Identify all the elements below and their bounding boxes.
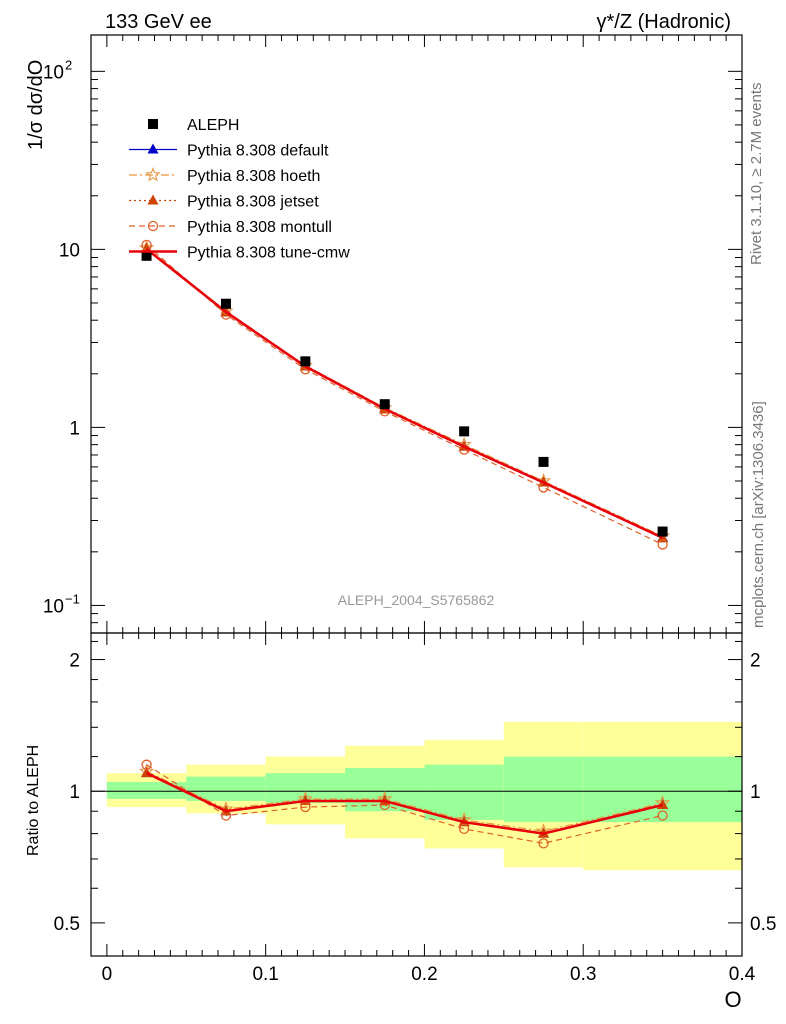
main-y-tick-exponent: 2 — [65, 57, 72, 72]
legend-marker-series-2 — [147, 194, 159, 205]
main-curve-series-1 — [146, 247, 663, 537]
ratio-y-tick-label-right: 1 — [750, 782, 761, 803]
data-point-0 — [141, 250, 152, 261]
ratio-y-tick-label-right: 0.5 — [750, 914, 776, 935]
x-tick-label: 0.2 — [411, 964, 437, 985]
ratio-marker-series-3-4 — [458, 823, 470, 835]
aleph-data-points — [141, 250, 668, 537]
data-point-2 — [300, 356, 311, 367]
ratio-y-tick-label-left: 1 — [69, 782, 80, 803]
ratio-y-axis-ticks: 0.5 0.5 1 1 2 2 — [54, 640, 776, 935]
ratio-y-tick-label-left: 0.5 — [54, 914, 80, 935]
ratio-curve-series-3 — [146, 764, 663, 844]
data-point-5 — [538, 456, 549, 467]
x-axis-title: O — [724, 987, 741, 1012]
legend-label-series-0: Pythia 8.308 default — [187, 143, 329, 160]
main-marker-series-3-6 — [657, 539, 668, 550]
main-curve-series-4 — [145, 247, 664, 539]
ratio-band-inner-6 — [583, 756, 742, 823]
legend-marker-series-0 — [147, 143, 159, 154]
process-label: γ*/Z (Hadronic) — [597, 11, 731, 33]
main-mc-curves — [138, 239, 671, 550]
ratio-y-tick-label-right: 2 — [750, 651, 761, 672]
main-curve-series-0 — [146, 248, 663, 539]
legend: ALEPH Pythia 8.308 default Pythia 8.308 ho… — [129, 117, 350, 262]
x-axis-ticks: 0 0.1 0.2 0.3 0.4 — [102, 35, 756, 985]
ratio-marker-series-3-0 — [141, 759, 152, 770]
mcplots-label: mcplots.cern.ch [arXiv:1306.3436] — [750, 401, 767, 628]
x-tick-label: 0.1 — [252, 964, 278, 985]
ratio-band-inner-5 — [503, 756, 584, 823]
ratio-curve-series-4 — [146, 771, 663, 835]
ratio-y-axis-title: Ratio to ALEPH — [25, 745, 42, 856]
main-y-tick-label: 10 — [43, 62, 64, 83]
ratio-band-inner-0 — [106, 781, 187, 799]
ratio-mc-curves — [138, 759, 671, 849]
legend-label-series-2: Pythia 8.308 jetset — [187, 194, 319, 211]
main-y-tick-exponent: −1 — [65, 591, 80, 606]
x-tick-label: 0.4 — [729, 964, 756, 985]
data-point-1 — [220, 298, 231, 309]
ratio-plot-frame — [90, 632, 743, 957]
data-point-3 — [379, 399, 390, 410]
rivet-label: Rivet 3.1.10, ≥ 2.7M events — [748, 83, 765, 266]
ratio-y-tick-label-left: 2 — [69, 651, 80, 672]
main-y-tick-label: 10 — [43, 596, 64, 617]
ratio-marker-series-3-6 — [657, 810, 668, 821]
main-y-tick-label: 10 — [59, 240, 80, 261]
x-tick-label: 0.3 — [570, 964, 596, 985]
main-y-tick-label: 1 — [69, 418, 80, 439]
main-curve-series-3 — [146, 244, 663, 546]
energy-label: 133 GeV ee — [105, 11, 212, 33]
ratio-marker-series-3-5 — [538, 838, 549, 849]
ratio-band-inner-1 — [186, 776, 266, 801]
legend-marker-series-1 — [145, 166, 161, 182]
ratio-band-inner-4 — [424, 764, 504, 820]
main-curve-series-2 — [146, 248, 663, 539]
legend-label-series-4: Pythia 8.308 tune-cmw — [187, 245, 350, 262]
main-y-axis-title: 1/σ dσ/dO — [25, 60, 47, 150]
analysis-watermark: ALEPH_2004_S5765862 — [338, 592, 495, 608]
legend-label-series-1: Pythia 8.308 hoeth — [187, 168, 320, 185]
legend-label-series-3: Pythia 8.308 montull — [187, 219, 332, 236]
data-point-4 — [459, 426, 470, 437]
data-point-6 — [657, 526, 668, 537]
legend-marker-aleph — [148, 119, 158, 129]
legend-marker-series-3 — [147, 220, 159, 232]
x-tick-label: 0 — [102, 964, 113, 985]
ratio-marker-series-3-2 — [300, 801, 311, 813]
legend-label-aleph: ALEPH — [187, 117, 239, 134]
ratio-uncertainty-bands — [106, 721, 742, 871]
